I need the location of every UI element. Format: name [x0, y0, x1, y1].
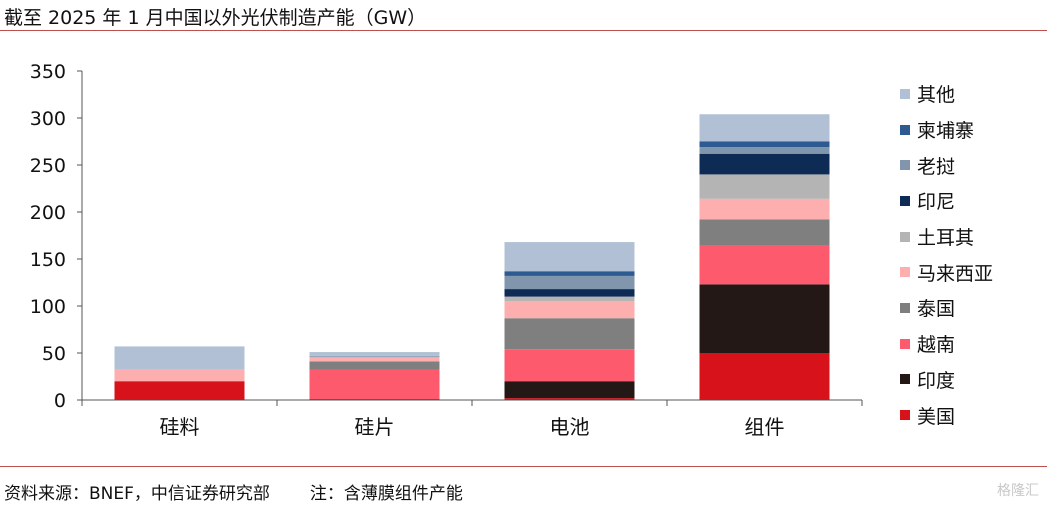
legend-label: 柬埔寨: [917, 120, 975, 143]
bar-segment: [114, 381, 245, 400]
bar-segment: [309, 361, 440, 370]
bar-segment: [504, 242, 635, 272]
bar-segment: [309, 357, 440, 362]
title-divider: [0, 30, 1047, 31]
legend-item: 柬埔寨: [900, 112, 1040, 148]
bar-segment: [699, 284, 830, 353]
legend-item: 泰国: [900, 290, 1040, 326]
legend-swatch: [900, 124, 910, 135]
bar-segment: [504, 275, 635, 290]
y-tick-label: 50: [42, 343, 66, 365]
bar-segment: [309, 352, 440, 356]
legend-item: 马来西亚: [900, 254, 1040, 290]
y-axis: 0 50 100 150 200 250 300 350: [30, 61, 83, 412]
legend-label: 印度: [917, 369, 956, 392]
bar-segment: [309, 369, 440, 400]
x-tick-label: 组件: [745, 415, 785, 439]
y-tick-label: 300: [30, 108, 66, 130]
bar-segment: [699, 114, 830, 142]
legend-item: 其他: [900, 76, 1040, 112]
bar-segment: [699, 245, 830, 285]
bar-segment: [114, 368, 245, 382]
note-text: 注：含薄膜组件产能: [309, 484, 463, 504]
bar-segment: [309, 356, 440, 358]
legend-item: 印尼: [900, 183, 1040, 219]
legend-label: 美国: [917, 405, 956, 428]
bar-segment: [504, 398, 635, 400]
bar-segment: [699, 353, 830, 400]
bar-segment: [504, 318, 635, 350]
footer: 资料来源：BNEF，中信证券研究部 注：含薄膜组件产能: [4, 479, 463, 504]
bar-segment: [504, 301, 635, 319]
legend-label: 泰国: [917, 298, 956, 321]
bar-segment: [114, 346, 245, 369]
bar-segment: [699, 174, 830, 199]
legend-item: 土耳其: [900, 219, 1040, 255]
legend-swatch: [900, 88, 910, 99]
legend-label: 老挝: [917, 155, 956, 178]
legend-swatch: [900, 267, 910, 278]
bar-segment: [504, 271, 635, 276]
bar-segment: [699, 153, 830, 175]
watermark: 格隆汇: [997, 483, 1039, 499]
bar-segment: [309, 399, 440, 400]
bar-segment: [699, 147, 830, 154]
legend-item: 老挝: [900, 147, 1040, 183]
source-text: 资料来源：BNEF，中信证券研究部: [4, 484, 270, 504]
y-tick-label: 100: [30, 296, 66, 318]
legend-label: 其他: [917, 84, 956, 107]
legend-swatch: [900, 160, 910, 171]
y-tick-label: 250: [30, 155, 66, 177]
x-tick-label: 硅片: [355, 415, 395, 439]
legend-item: 美国: [900, 397, 1040, 433]
bar-segment: [504, 289, 635, 297]
bar-segment: [699, 198, 830, 220]
y-tick-label: 200: [30, 202, 66, 224]
legend-swatch: [900, 374, 910, 385]
bar-segment: [504, 349, 635, 382]
chart-title: 截至 2025 年 1 月中国以外光伏制造产能（GW）: [4, 7, 427, 29]
bar-series: [114, 114, 830, 400]
chart-legend: 其他柬埔寨老挝印尼土耳其马来西亚泰国越南印度美国: [900, 76, 1040, 433]
legend-swatch: [900, 410, 910, 421]
y-tick-label: 150: [30, 249, 66, 271]
bar-segment: [504, 296, 635, 302]
bar-segment: [699, 219, 830, 246]
legend-swatch: [900, 195, 910, 206]
legend-swatch: [900, 231, 910, 242]
legend-label: 越南: [917, 334, 956, 357]
legend-label: 马来西亚: [917, 262, 994, 285]
legend-item: 越南: [900, 326, 1040, 362]
bar-segment: [699, 141, 830, 148]
y-tick-label: 350: [30, 61, 66, 83]
legend-swatch: [900, 302, 910, 313]
bar-segment: [504, 381, 635, 399]
x-tick-label: 硅料: [160, 415, 200, 439]
y-tick-label: 0: [54, 390, 66, 412]
legend-swatch: [900, 338, 910, 349]
bar-segment: [309, 355, 440, 357]
legend-label: 印尼: [917, 191, 956, 214]
legend-item: 印度: [900, 362, 1040, 398]
legend-label: 土耳其: [917, 227, 975, 250]
footer-divider: [0, 466, 1047, 467]
x-axis: 硅料 硅片 电池 组件: [81, 399, 863, 439]
x-tick-label: 电池: [550, 415, 590, 439]
